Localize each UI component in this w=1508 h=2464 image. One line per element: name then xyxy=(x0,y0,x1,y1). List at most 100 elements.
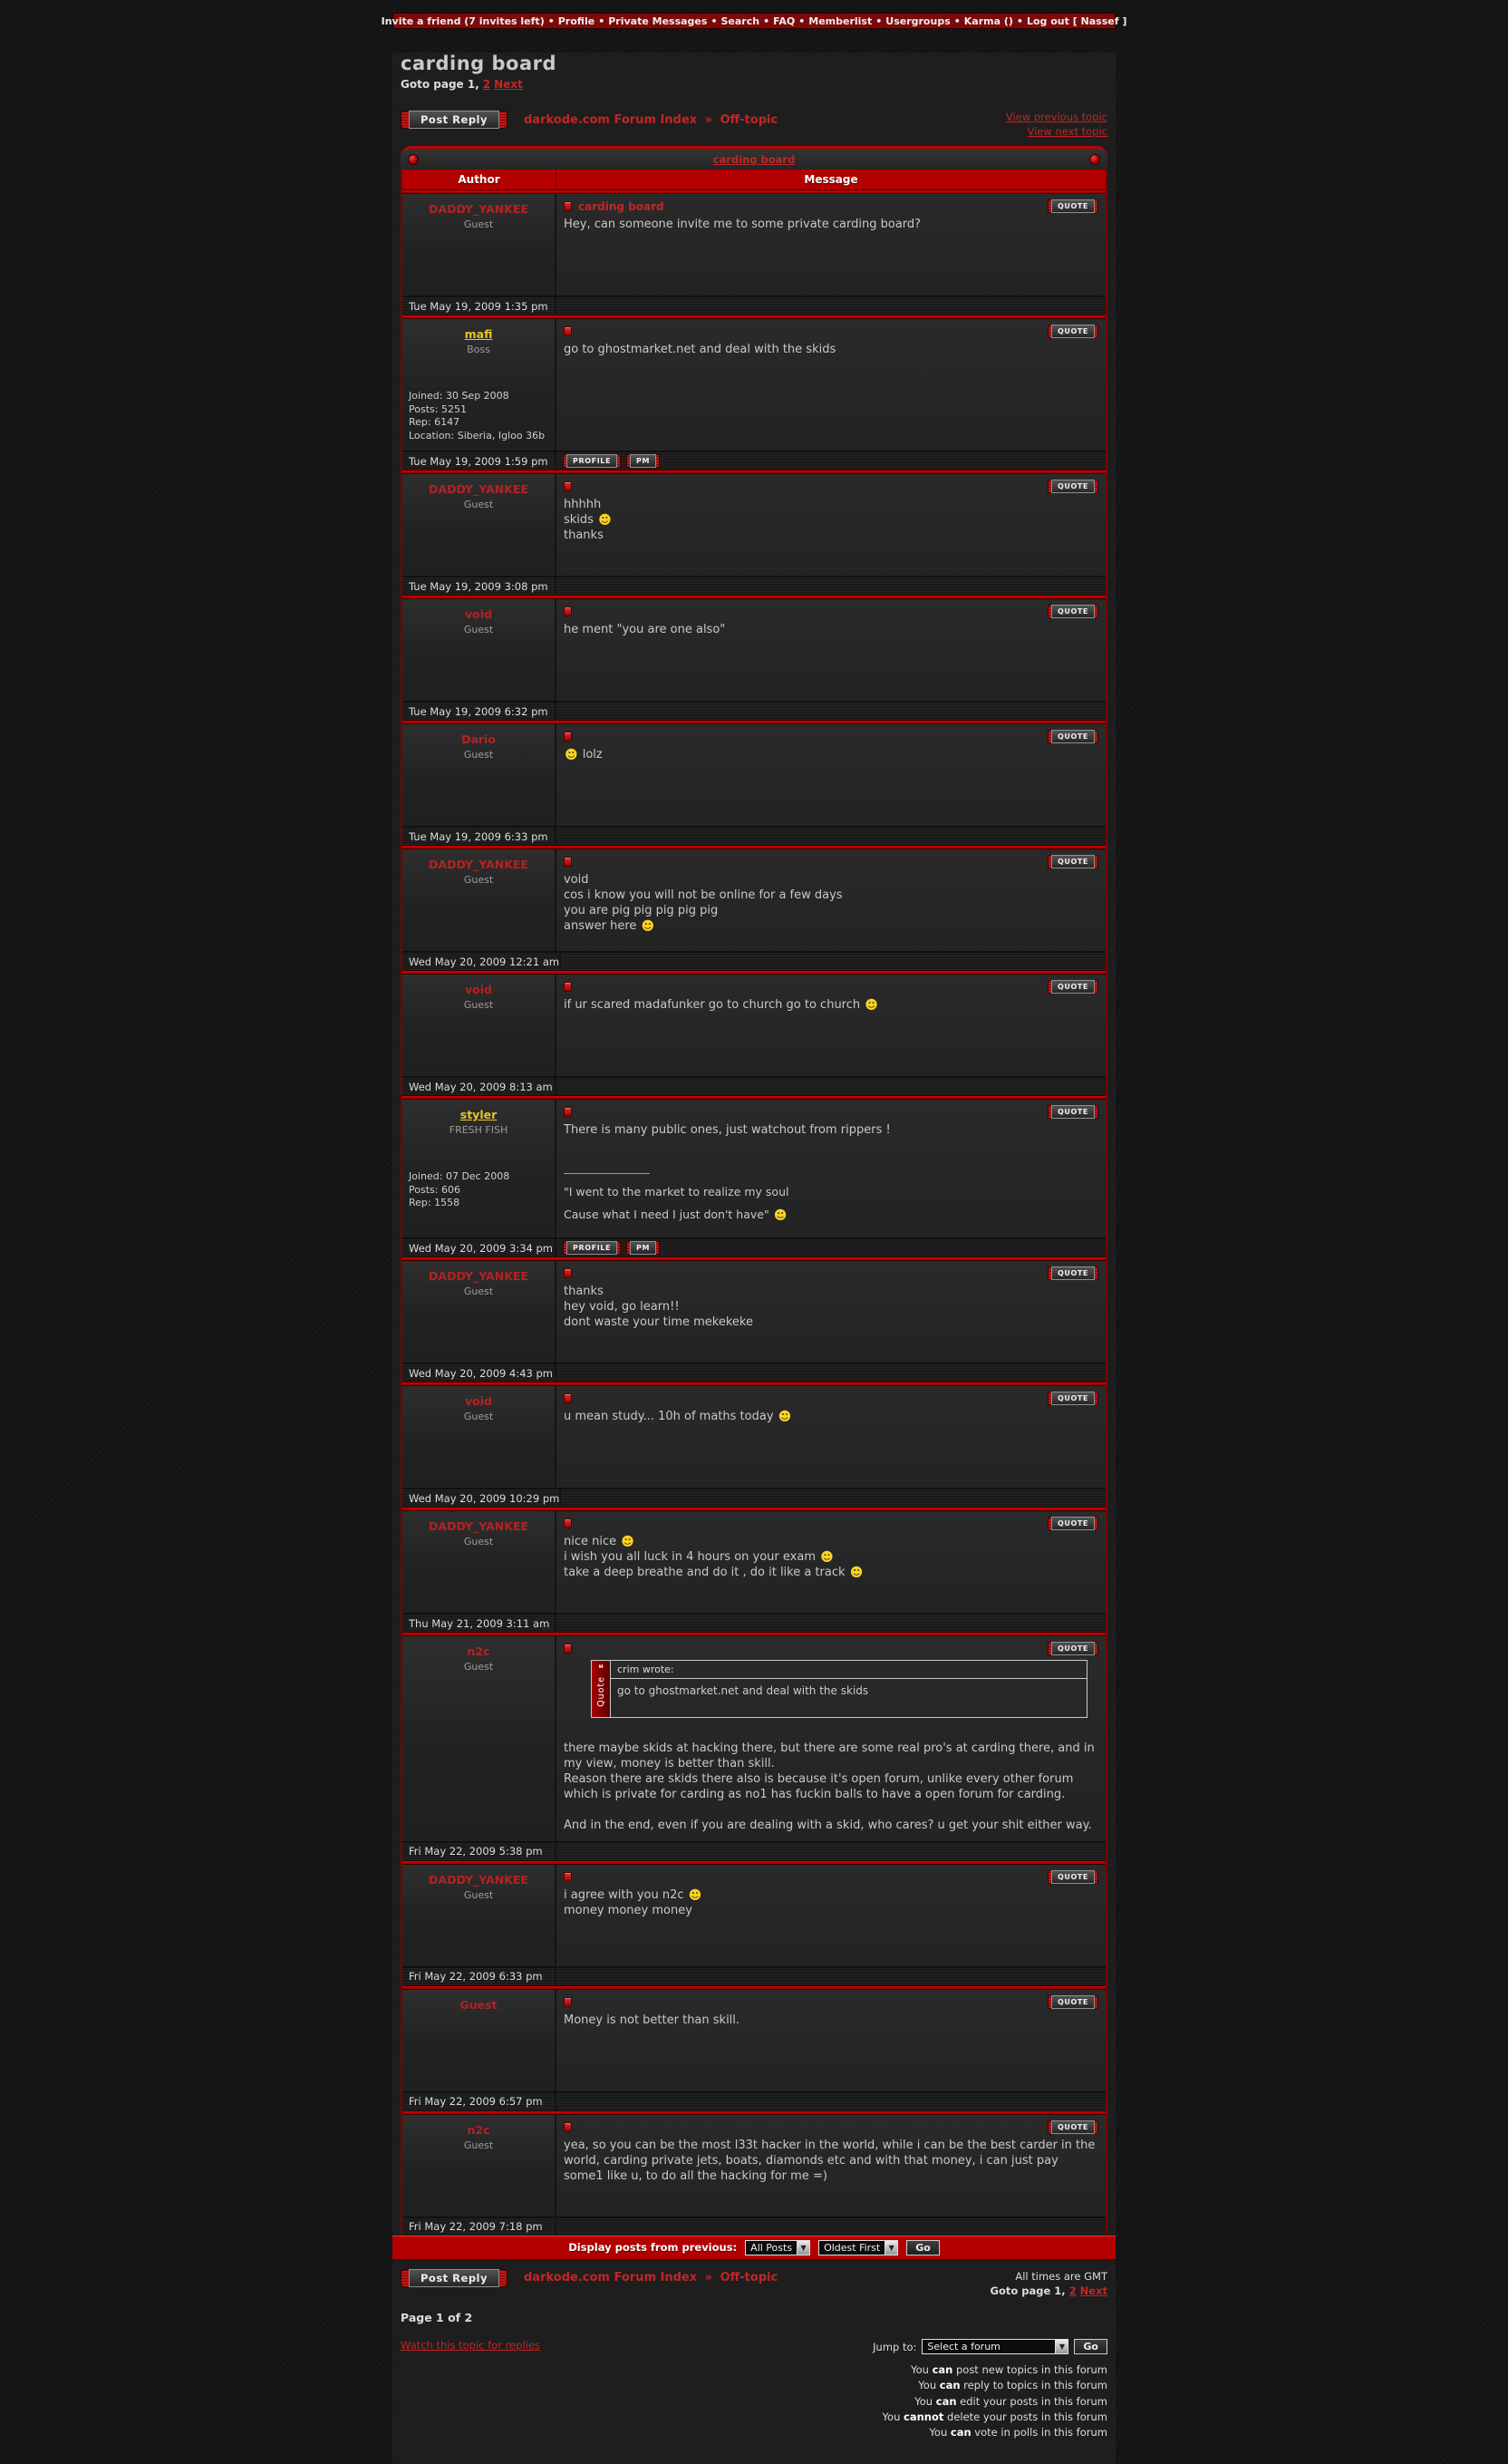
permission-line: You can vote in polls in this forum xyxy=(929,2426,1107,2440)
main-column: carding board Goto page 1, 2 Next Post Rep… xyxy=(392,53,1116,2464)
post-reply-button[interactable]: Post Reply xyxy=(401,111,508,129)
page-title: carding board xyxy=(401,53,557,74)
display-go-button[interactable]: Go xyxy=(906,2239,940,2255)
post-icon[interactable] xyxy=(564,1268,572,1279)
post-reply-button-bottom[interactable]: Post Reply xyxy=(401,2268,508,2287)
jump-to-forum-select[interactable]: Select a forum ▼ xyxy=(922,2339,1069,2355)
post-icon[interactable] xyxy=(564,1871,572,1882)
nav-link[interactable]: Search xyxy=(720,15,760,27)
nav-separator: • xyxy=(547,15,555,27)
breadcrumb-separator: » xyxy=(704,112,713,127)
quote-button-label: QUOTE xyxy=(1050,2120,1095,2134)
post-icon[interactable] xyxy=(564,606,572,617)
topic-title-link[interactable]: carding board xyxy=(712,152,796,166)
quote-button[interactable]: QUOTE xyxy=(1047,1642,1098,1656)
watch-topic-link[interactable]: Watch this topic for replies xyxy=(401,2339,540,2352)
post-icon[interactable] xyxy=(564,1393,572,1404)
profile-button[interactable]: PROFILE xyxy=(563,1241,622,1256)
post-icon[interactable] xyxy=(564,1644,572,1654)
quote-button[interactable]: QUOTE xyxy=(1047,325,1098,339)
breadcrumb-offtopic-link[interactable]: Off-topic xyxy=(720,112,778,127)
quote-button[interactable]: QUOTE xyxy=(1047,730,1098,744)
posts-order-select[interactable]: Oldest First ▼ xyxy=(818,2239,899,2255)
post-icon[interactable] xyxy=(564,481,572,492)
post-icon[interactable] xyxy=(564,982,572,993)
post-message-cell: QUOTE u mean study... 10h of maths today… xyxy=(556,1386,1106,1489)
forum-post: DADDY_YANKEE Guest QUOTE void cos i know … xyxy=(402,845,1106,971)
goto-page-2-link[interactable]: 2 xyxy=(482,78,491,91)
post-author-name[interactable]: mafi xyxy=(464,327,493,342)
quote-button-label: QUOTE xyxy=(1050,480,1095,494)
post-separator xyxy=(402,845,1106,850)
forum-post: n2c Guest QUOTE yea, so you can be the m… xyxy=(402,2110,1106,2236)
quote-button[interactable]: QUOTE xyxy=(1047,980,1098,994)
post-footer: Fri May 22, 2009 5:38 pm xyxy=(402,1840,1106,1860)
quote-button[interactable]: QUOTE xyxy=(1047,199,1098,214)
profile-button[interactable]: PROFILE xyxy=(563,454,622,469)
post-footer: Tue May 19, 2009 3:08 pm xyxy=(402,576,1106,596)
nav-link[interactable]: Usergroups xyxy=(885,15,951,27)
quote-button[interactable]: QUOTE xyxy=(1047,605,1098,619)
post-icon[interactable] xyxy=(564,732,572,742)
post-timestamp: Tue May 19, 2009 1:35 pm xyxy=(402,297,556,315)
nav-link[interactable]: Log out [ Nassef ] xyxy=(1026,15,1127,27)
chevron-down-icon: ▼ xyxy=(884,2240,898,2255)
post-actions xyxy=(556,2093,1106,2110)
nav-link[interactable]: FAQ xyxy=(773,15,796,27)
nav-link[interactable]: Invite a friend (7 invites left) xyxy=(381,15,545,27)
post-author-name: void xyxy=(465,1394,492,1409)
post-icon[interactable] xyxy=(564,201,572,212)
post-icon[interactable] xyxy=(564,1996,572,2007)
jump-go-button[interactable]: Go xyxy=(1074,2339,1107,2355)
view-previous-topic-link[interactable]: View previous topic xyxy=(1005,111,1107,123)
post-message-cell: QUOTE go to ghostmarket.net and deal wit… xyxy=(556,319,1106,451)
post-author-name: DADDY_YANKEE xyxy=(429,482,528,497)
red-ball-icon[interactable] xyxy=(408,154,419,166)
post-author-rank: Guest xyxy=(463,624,494,636)
post-body: if ur scared madafunker go to church go … xyxy=(564,998,878,1014)
post-body: he ment "you are one also" xyxy=(564,623,726,637)
display-posts-bar: Display posts from previous: All Posts ▼… xyxy=(392,2235,1116,2260)
quote-button[interactable]: QUOTE xyxy=(1047,1517,1098,1531)
quote-button[interactable]: QUOTE xyxy=(1047,1266,1098,1281)
table-header: Author Message xyxy=(402,170,1106,190)
breadcrumb-forum-index-link[interactable]: darkode.com Forum Index xyxy=(524,112,698,127)
post-icon[interactable] xyxy=(564,2121,572,2132)
pm-button[interactable]: PM xyxy=(626,1241,661,1256)
goto-next-link[interactable]: Next xyxy=(1079,2284,1107,2297)
goto-next-link[interactable]: Next xyxy=(494,78,523,91)
author-column-header: Author xyxy=(402,170,556,190)
post-timestamp: Thu May 21, 2009 3:11 am xyxy=(402,1615,556,1633)
breadcrumb-offtopic-link[interactable]: Off-topic xyxy=(720,2271,778,2285)
post-separator xyxy=(402,1256,1106,1262)
post-timestamp: Tue May 19, 2009 6:32 pm xyxy=(402,703,556,721)
post-author-rank: Guest xyxy=(463,499,494,511)
quote-button[interactable]: QUOTE xyxy=(1047,2120,1098,2134)
red-ball-icon[interactable] xyxy=(1089,154,1100,166)
breadcrumb-forum-index-link[interactable]: darkode.com Forum Index xyxy=(524,2271,698,2285)
post-icon[interactable] xyxy=(564,1518,572,1529)
quote-button[interactable]: QUOTE xyxy=(1047,855,1098,869)
post-icon[interactable] xyxy=(564,1107,572,1118)
quote-button[interactable]: QUOTE xyxy=(1047,1869,1098,1884)
quote-button[interactable]: QUOTE xyxy=(1047,480,1098,494)
post-icon[interactable] xyxy=(564,326,572,337)
post-author-cell: Dario Guest xyxy=(402,724,556,827)
goto-page-2-link[interactable]: 2 xyxy=(1068,2284,1077,2297)
quote-button[interactable]: QUOTE xyxy=(1047,1105,1098,1120)
quote-button[interactable]: QUOTE xyxy=(1047,1994,1098,2009)
post-author-name[interactable]: styler xyxy=(459,1108,498,1122)
view-next-topic-link[interactable]: View next topic xyxy=(1027,124,1107,138)
quote-button[interactable]: QUOTE xyxy=(1047,1392,1098,1406)
nav-link[interactable]: Karma () xyxy=(963,15,1013,27)
post-icon[interactable] xyxy=(564,857,572,868)
post-author-cell: mafi Boss Joined: 30 Sep 2008 Posts: 5251… xyxy=(402,319,556,451)
goto-pagination-bottom: Goto page 1, 2 Next xyxy=(990,2284,1108,2297)
post-timestamp: Fri May 22, 2009 6:33 pm xyxy=(402,1967,556,1985)
nav-link[interactable]: Memberlist xyxy=(808,15,873,27)
post-author-cell: DADDY_YANKEE Guest xyxy=(402,1864,556,1966)
posts-filter-select[interactable]: All Posts ▼ xyxy=(745,2239,811,2255)
pm-button[interactable]: PM xyxy=(626,454,661,469)
nav-link[interactable]: Private Messages xyxy=(608,15,708,27)
nav-link[interactable]: Profile xyxy=(557,15,595,27)
